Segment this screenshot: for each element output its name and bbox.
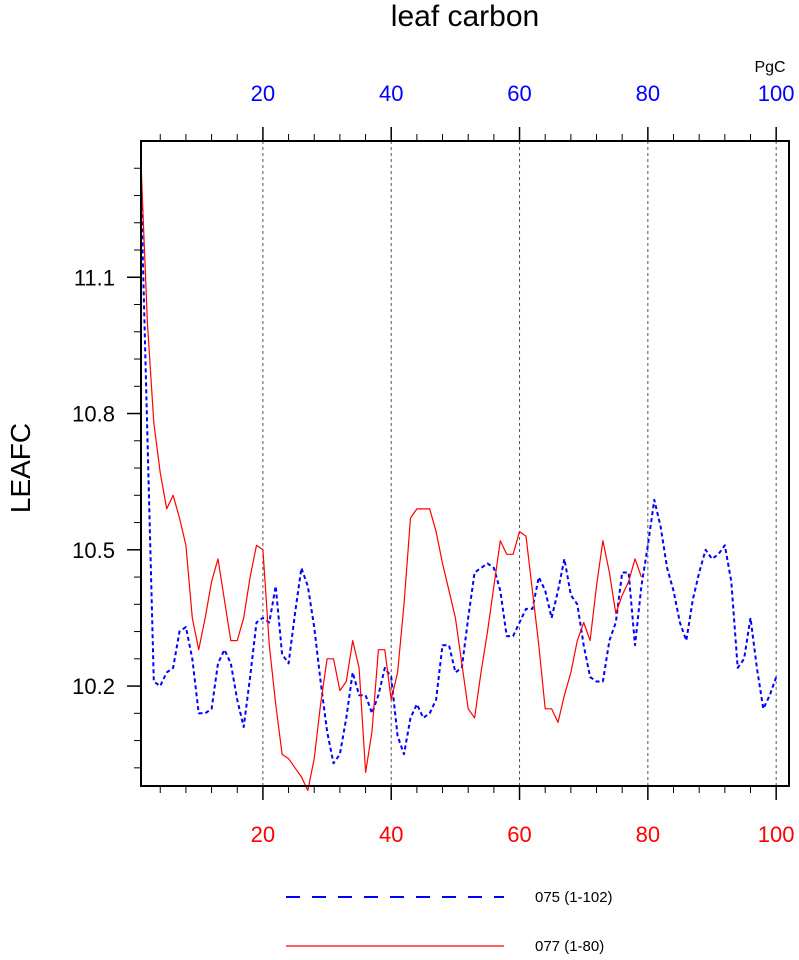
chart-title: leaf carbon (391, 0, 539, 33)
axis-ticks (127, 127, 777, 800)
x-bottom-tick-label-2: 60 (507, 822, 531, 847)
x-bottom-tick-label-1: 40 (379, 822, 403, 847)
y-tick-label-3: 11.1 (74, 265, 115, 290)
y-tick-label-1: 10.5 (72, 538, 115, 563)
series-line-0 (140, 186, 778, 765)
x-top-tick-label-3: 80 (636, 81, 660, 106)
x-top-tick-label-2: 60 (507, 81, 531, 106)
tick-labels: 10.2 10.5 10.8 11.1 20 40 60 80 100 20 40 60 80 100 (72, 81, 794, 847)
x-top-tick-label-1: 40 (379, 81, 403, 106)
plot-frame (140, 140, 790, 787)
units-label: PgC (754, 59, 785, 76)
legend: 075 (1-102) 077 (1-80) (286, 889, 613, 955)
x-bottom-tick-label-0: 20 (251, 822, 275, 847)
x-bottom-tick-label-3: 80 (636, 822, 660, 847)
y-tick-label-2: 10.8 (72, 402, 115, 427)
x-top-tick-label-4: 100 (758, 81, 795, 106)
x-bottom-tick-label-4: 100 (758, 822, 795, 847)
y-tick-label-0: 10.2 (72, 674, 115, 699)
legend-label-1: 077 (1-80) (535, 938, 604, 955)
legend-label-0: 075 (1-102) (535, 889, 613, 906)
series-line-1 (140, 163, 642, 792)
x-top-tick-label-0: 20 (251, 81, 275, 106)
y-axis-label: LEAFC (5, 423, 36, 513)
series-lines (140, 163, 778, 792)
